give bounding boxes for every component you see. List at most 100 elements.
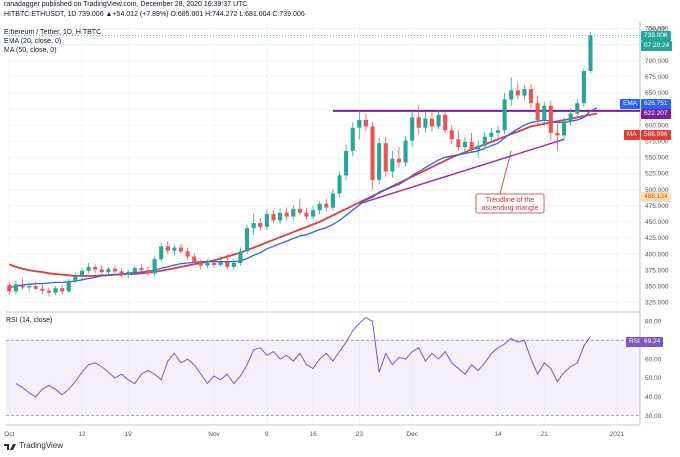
candle-body (555, 132, 560, 136)
candle-body (112, 268, 118, 272)
x-tick-label: 9 (265, 431, 269, 438)
x-tick-label: Nov (208, 431, 220, 438)
x-tick-label: Dec (406, 431, 418, 438)
candle-body (291, 208, 296, 217)
candle-body (383, 143, 388, 172)
candle-body (139, 268, 144, 271)
candle-body (145, 270, 151, 274)
annotation-text-1: Trendline of the (486, 197, 534, 204)
candle-body (337, 175, 342, 194)
candle-body (165, 246, 170, 251)
candle-body (218, 261, 223, 265)
candle-body (377, 143, 382, 180)
rsi-line (15, 316, 591, 398)
publish-info: ranadagger published on TradingView.com,… (4, 1, 248, 8)
candle-body (482, 136, 487, 146)
candle-body (79, 270, 84, 276)
ema-tag-value: 626.751 (641, 99, 671, 110)
y-tick-label: 350.000 (645, 284, 669, 291)
y-tick-label: 400.000 (645, 251, 669, 258)
candle-body (495, 130, 501, 133)
candle-body (20, 284, 25, 288)
candle-body (357, 119, 362, 128)
candle-body (581, 70, 586, 104)
candle-body (99, 269, 104, 273)
candle-body (390, 158, 395, 172)
candle-body (456, 139, 461, 148)
candle-body (86, 266, 91, 271)
candle-body (225, 261, 230, 267)
tradingview-logo: TradingView (4, 441, 63, 450)
y-tick-label: 425.000 (645, 235, 669, 242)
candle-body (548, 105, 553, 133)
symbol-ohlc: HITBTC:ETHUSDT, 1D 739.006 ▲+54.012 (+7.… (4, 11, 305, 18)
candles (7, 32, 593, 297)
y-tick-label: 475.000 (645, 203, 669, 210)
x-tick-label: 14 (494, 431, 502, 438)
rsi-tick-label: 80.00 (645, 319, 662, 326)
candle-body (568, 113, 573, 122)
candle-body (60, 288, 65, 292)
candle-body (258, 223, 263, 227)
candle-body (40, 288, 45, 291)
x-tick-label: 21 (541, 431, 549, 438)
resistance-tag: 622.207 (641, 108, 671, 119)
candle-body (93, 266, 98, 270)
annotation-text-2: ascending triangle (482, 205, 539, 212)
candle-body (311, 210, 316, 217)
candle-body (297, 208, 302, 213)
annotation-box (475, 193, 545, 214)
candle-body (535, 103, 540, 120)
candle-body (344, 150, 349, 176)
candle-body (436, 114, 441, 127)
annotation-pointer (499, 150, 512, 195)
ma-tag-label: MA (624, 129, 640, 140)
candle-body (73, 275, 78, 282)
countdown-tag: 07:20:24 (641, 40, 673, 51)
candle-body (324, 203, 329, 208)
candle-body (443, 114, 448, 131)
y-tick-label: 575.000 (645, 139, 669, 146)
candle-body (271, 214, 276, 221)
y-tick-label: 450.000 (645, 219, 669, 226)
candle-body (522, 89, 527, 96)
rsi-tick-label: 30.00 (645, 413, 662, 420)
candle-body (317, 203, 322, 211)
candle-body (416, 117, 421, 128)
candle-body (469, 141, 474, 150)
x-tick-label: 12 (78, 431, 86, 438)
candle-body (152, 259, 157, 274)
rsi-tick-label: 40.00 (645, 394, 662, 401)
ma-legend: MA (50, close, 0) (4, 47, 57, 54)
candle-body (7, 284, 12, 292)
candle-body (403, 140, 408, 163)
candle-body (370, 126, 375, 180)
y-tick-label: 650.000 (645, 90, 669, 97)
candle-body (178, 247, 184, 252)
chart-title: Ethereum / Tether, 1D, HITBTC (4, 29, 102, 36)
rsi-title: RSI (14, close) (6, 317, 52, 324)
candle-body (198, 261, 203, 266)
y-tick-label: 700.000 (645, 58, 669, 65)
ema-tag-label: EMA (620, 99, 641, 110)
candle-body (396, 158, 401, 163)
y-tick-label: 750.000 (645, 26, 669, 33)
x-tick-label: 16 (309, 431, 317, 438)
candle-body (528, 89, 534, 104)
rsi-band (6, 340, 640, 416)
candle-body (13, 284, 18, 292)
y-tick-label: 375.000 (645, 267, 669, 274)
x-tick-label: 19 (125, 431, 133, 438)
candle-body (330, 193, 335, 208)
candle-body (66, 281, 71, 292)
x-tick-label: 23 (356, 431, 364, 438)
candle-body (350, 127, 355, 151)
candle-body (264, 214, 269, 227)
x-tick-label: Oct (4, 431, 14, 438)
candle-body (284, 212, 289, 217)
candle-body (126, 272, 131, 275)
ascending-trendline (359, 138, 565, 205)
candle-body (575, 103, 580, 114)
y-tick-label: 500.000 (645, 187, 669, 194)
